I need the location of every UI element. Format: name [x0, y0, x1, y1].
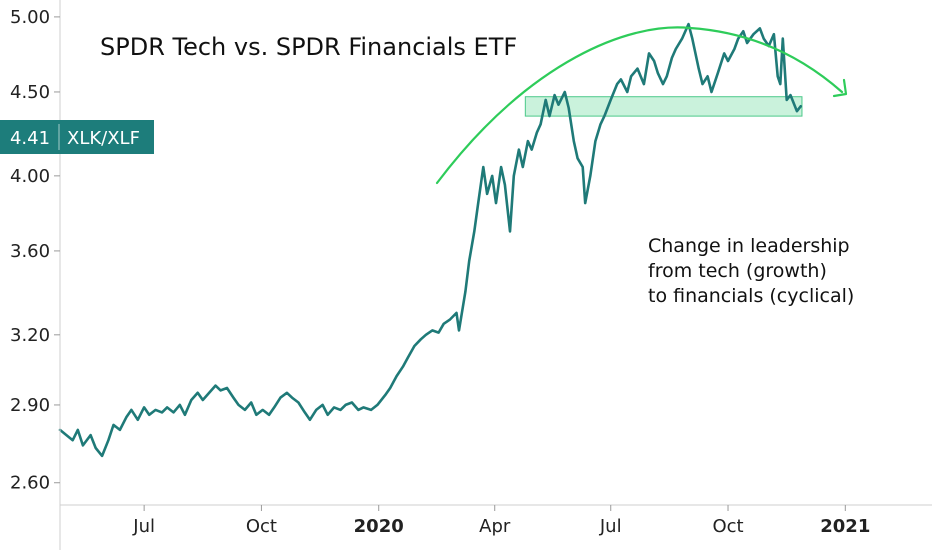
- y-tick-label: 2.60: [10, 473, 50, 494]
- badge-background: [0, 120, 154, 154]
- x-tick-label: 2020: [354, 516, 404, 537]
- x-tick-label: Apr: [479, 516, 511, 537]
- x-tick-label: 2021: [820, 516, 870, 537]
- annotation-block: Change in leadership from tech (growth) …: [648, 235, 854, 307]
- series-line-layer: [58, 22, 803, 458]
- arc-arrow: [435, 26, 844, 185]
- y-tick-label: 3.20: [10, 325, 50, 346]
- x-tick-layer: Jul Oct 2020 Apr Jul Oct 2021: [132, 505, 870, 537]
- x-tick-label: Oct: [712, 516, 743, 537]
- x-tick-label: Jul: [599, 516, 622, 537]
- arc-arrow-head: [832, 78, 848, 98]
- badge-series-label: XLK/XLF: [67, 128, 140, 149]
- y-tick-label: 2.90: [10, 395, 50, 416]
- annotation-line-2: from tech (growth): [648, 260, 827, 282]
- x-tick-label: Jul: [132, 516, 155, 537]
- arc-arrow-layer: [435, 26, 848, 185]
- y-tick-label: 5.00: [10, 7, 50, 28]
- x-tick-label: Oct: [246, 516, 277, 537]
- annotation-line-3: to financials (cyclical): [648, 285, 854, 307]
- badge-value: 4.41: [10, 128, 50, 149]
- series-line-xlk-xlf: [58, 22, 803, 458]
- last-value-badge: 4.41 XLK/XLF: [0, 120, 154, 154]
- chart-title: SPDR Tech vs. SPDR Financials ETF: [100, 33, 517, 61]
- y-tick-label: 4.50: [10, 82, 50, 103]
- annotation-line-1: Change in leadership: [648, 235, 850, 257]
- y-tick-label: 4.00: [10, 166, 50, 187]
- y-tick-layer: 5.00 4.50 4.00 3.60 3.20 2.90 2.60: [10, 7, 60, 494]
- y-tick-label: 3.60: [10, 241, 50, 262]
